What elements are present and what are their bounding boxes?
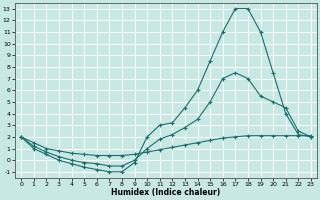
X-axis label: Humidex (Indice chaleur): Humidex (Indice chaleur) bbox=[111, 188, 221, 197]
